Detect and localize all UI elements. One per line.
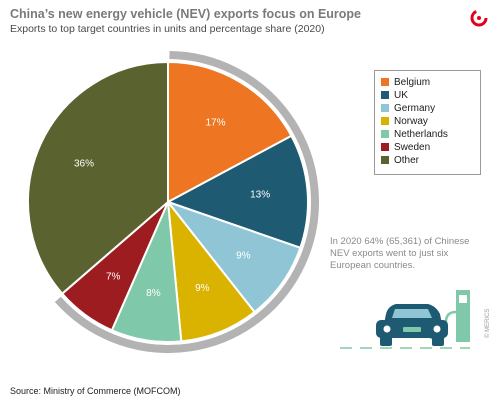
- pie-slice-germany: [165, 199, 302, 314]
- europe-annotation: In 2020 64% (65,361) of Chinese NEV expo…: [330, 236, 470, 271]
- legend-item-germany: Germany: [381, 103, 435, 115]
- legend-item-sweden: Sweden: [381, 142, 430, 154]
- legend-item-belgium: Belgium: [381, 77, 430, 89]
- legend-item-norway: Norway: [381, 116, 428, 128]
- slice-label-belgium: 17%: [205, 118, 225, 129]
- legend-swatch: [381, 91, 389, 99]
- slice-label-sweden: 7%: [106, 271, 121, 282]
- legend-swatch: [381, 143, 389, 151]
- legend-swatch: [381, 104, 389, 112]
- legend-swatch: [381, 78, 389, 86]
- europe-highlight-arc: [54, 51, 319, 353]
- pie-slices: [27, 60, 309, 343]
- legend-item-other: Other: [381, 155, 419, 167]
- slice-label-other: 36%: [74, 159, 94, 170]
- source-note: Source: Ministry of Commerce (MOFCOM): [10, 386, 181, 396]
- copyright-note: © MERICS: [485, 308, 491, 338]
- slice-label-uk: 13%: [250, 190, 270, 201]
- legend-label: Other: [394, 155, 420, 166]
- slice-label-germany: 9%: [236, 251, 251, 262]
- legend-label: Germany: [394, 103, 436, 114]
- legend-label: Norway: [394, 116, 428, 127]
- slice-label-netherlands: 8%: [146, 288, 161, 299]
- legend-swatch: [381, 130, 389, 138]
- pie-slice-norway: [166, 198, 256, 343]
- pie-slice-other: [27, 60, 169, 296]
- legend: Belgium UK Germany Norway Netherlands Sweden O…: [374, 70, 481, 175]
- legend-label: Sweden: [394, 142, 431, 153]
- legend-item-netherlands: Netherlands: [381, 129, 448, 141]
- chart-subtitle: Exports to top target countries in units…: [10, 23, 325, 35]
- electric-car-icon: [376, 304, 448, 346]
- legend-label: UK: [394, 90, 408, 101]
- slice-label-norway: 9%: [195, 283, 210, 294]
- legend-swatch: [381, 117, 389, 125]
- legend-swatch: [381, 156, 389, 164]
- merics-logo-icon: [470, 9, 488, 27]
- pie-slice-belgium: [167, 60, 293, 204]
- pie-slice-labels: 17% 13% 9% 9% 8% 7% 36%: [74, 118, 270, 300]
- legend-label: Netherlands: [394, 129, 448, 140]
- chart-title: China’s new energy vehicle (NEV) exports…: [10, 7, 362, 21]
- pie-slice-uk: [165, 134, 309, 250]
- legend-label: Belgium: [394, 77, 431, 88]
- legend-item-uk: UK: [381, 90, 408, 102]
